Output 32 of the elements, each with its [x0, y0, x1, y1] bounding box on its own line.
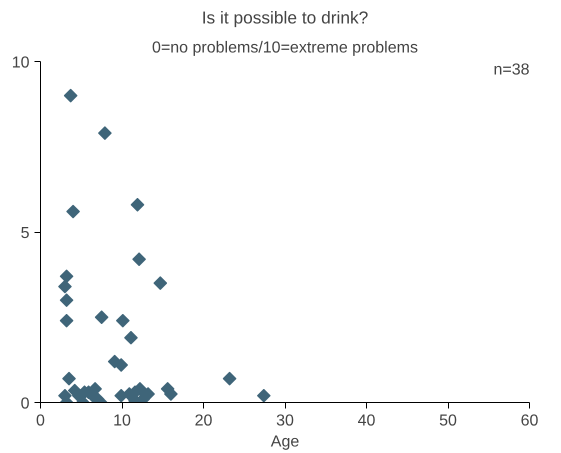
chart-subtitle: 0=no problems/10=extreme problems	[152, 40, 418, 56]
x-tick-label: 10	[113, 412, 131, 430]
point	[68, 384, 82, 398]
x-tick-label: 40	[358, 412, 376, 430]
point	[130, 198, 144, 212]
point	[222, 372, 236, 386]
y-tick-label: 5	[20, 225, 30, 242]
chart-title: Is it possible to drink?	[202, 8, 368, 28]
point	[60, 269, 74, 284]
point	[114, 358, 128, 372]
point	[64, 88, 78, 102]
point	[132, 252, 146, 266]
point	[66, 204, 80, 218]
point	[256, 388, 271, 402]
point	[124, 330, 138, 345]
point	[62, 372, 76, 386]
x-tick-label: 20	[194, 412, 212, 430]
y-tick-label: 0	[20, 396, 30, 412]
point	[60, 314, 74, 328]
x-tick-label: 50	[439, 412, 457, 430]
x-tick-label: 0	[36, 412, 46, 430]
x-tick-label: 60	[520, 412, 538, 430]
x-tick-label: 30	[276, 412, 294, 430]
x-axis-title: Age	[270, 434, 300, 450]
point	[94, 310, 108, 324]
y-tick-label: 10	[12, 54, 30, 72]
point	[98, 126, 112, 140]
annotation: n=38	[493, 62, 530, 78]
point	[153, 276, 168, 290]
point	[116, 314, 130, 328]
point	[60, 293, 74, 308]
point	[58, 280, 72, 294]
